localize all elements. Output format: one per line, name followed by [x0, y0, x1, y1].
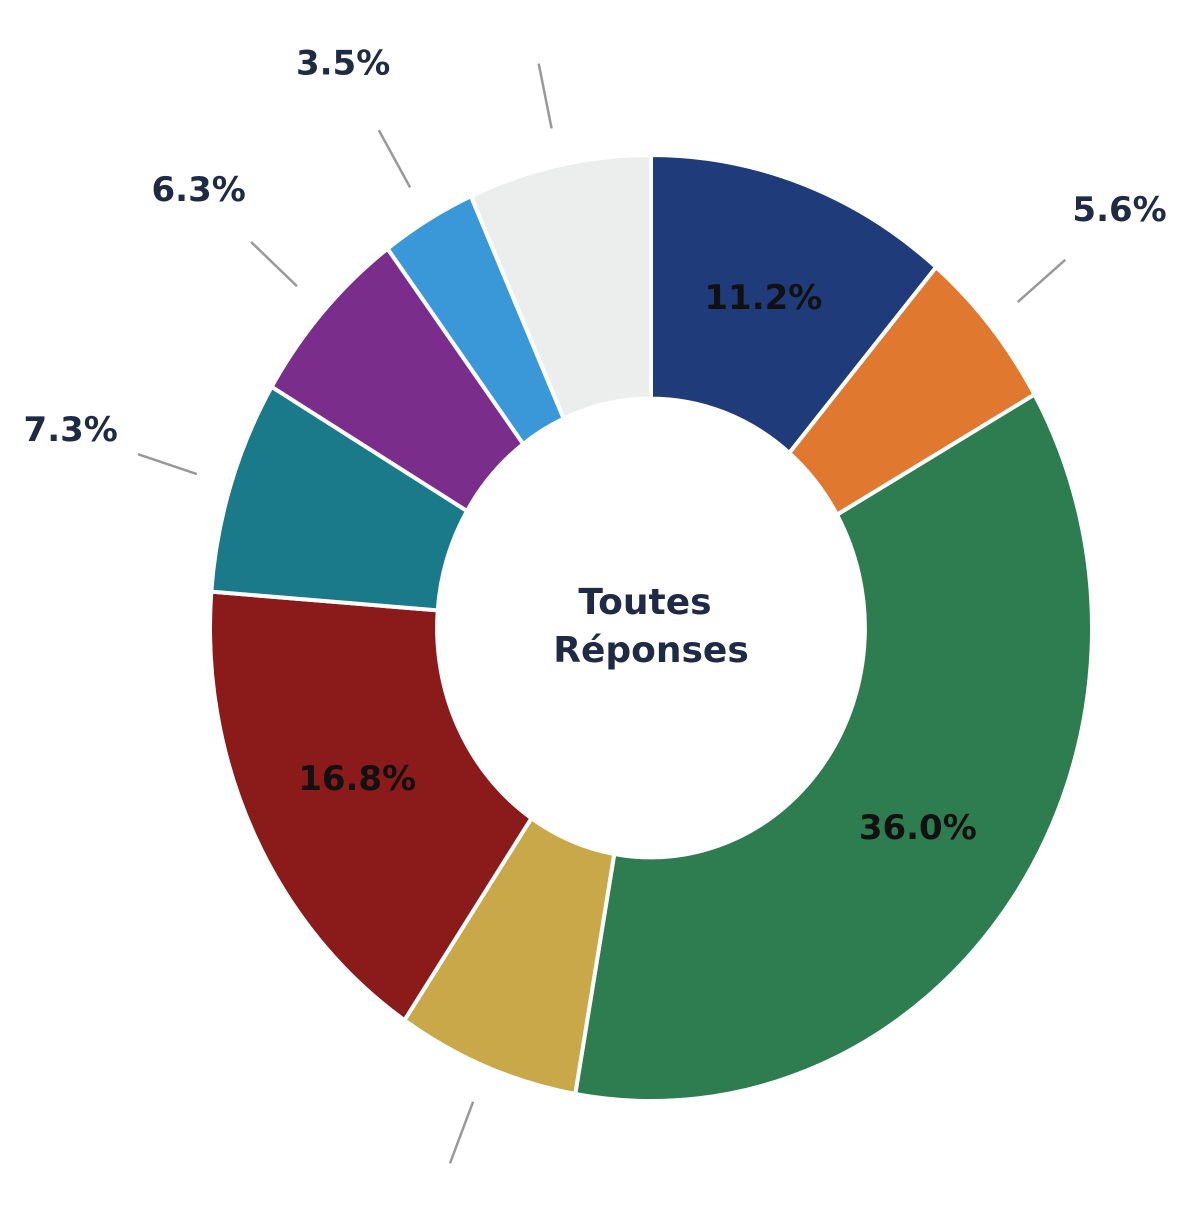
value-label: 6.3%: [152, 170, 246, 210]
leader-line: [377, 129, 412, 188]
leader-line: [137, 452, 198, 476]
value-label: 6.7%: [477, 0, 571, 8]
donut-slice: [572, 391, 1094, 1103]
donut-slice: [649, 152, 939, 456]
value-label: 36.0%: [859, 808, 977, 848]
leader-line: [448, 1101, 475, 1164]
leader-line: [537, 63, 553, 129]
value-label: 11.2%: [704, 278, 822, 318]
center-label: Réponses: [553, 630, 749, 671]
value-label: 3.5%: [296, 43, 390, 83]
value-label: 5.6%: [1072, 190, 1166, 230]
donut-slice: [468, 152, 653, 422]
leader-line: [1016, 258, 1067, 303]
value-label: 7.3%: [24, 410, 118, 450]
center-label: Toutes: [578, 582, 711, 623]
donut-slice: [208, 589, 535, 1024]
value-label: 16.8%: [298, 759, 416, 799]
leader-line: [250, 241, 298, 288]
